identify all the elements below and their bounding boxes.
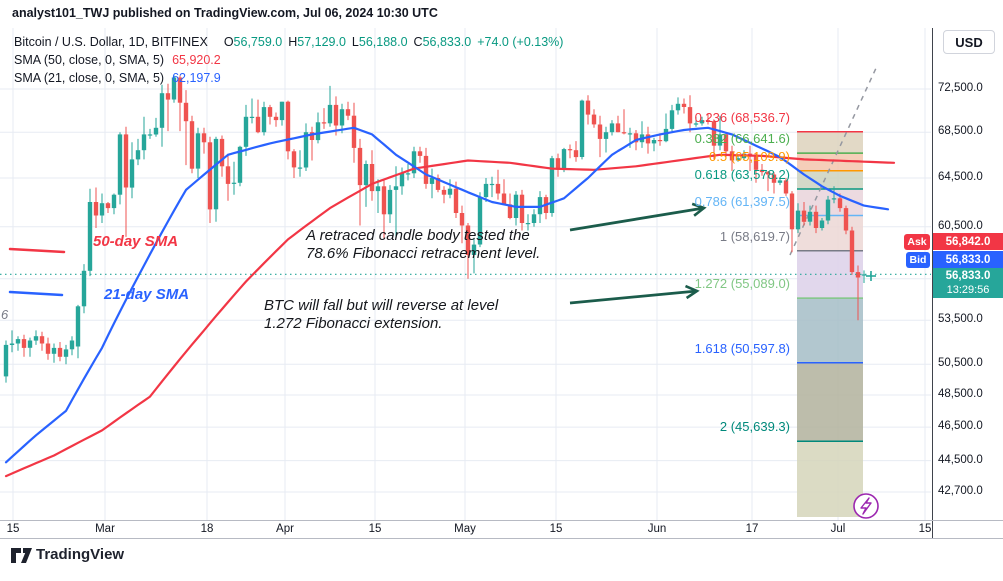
annotation-line: A retraced candle body tested the — [306, 227, 530, 244]
sma50-chart-tag[interactable]: 50-day SMA — [93, 233, 179, 250]
price-axis-label[interactable]: 53,500.0 — [938, 313, 983, 325]
currency-usd-button[interactable]: USD — [943, 30, 995, 54]
price-axis-label[interactable]: 72,500.0 — [938, 82, 983, 94]
time-axis-label[interactable]: 17 — [745, 523, 759, 535]
ask-price-box: 56,842.0 — [933, 233, 1003, 250]
fib-level-label: 1.272 (55,089.0) — [694, 276, 790, 291]
time-axis-label[interactable]: Apr — [276, 523, 294, 535]
ohlc-letter: L — [351, 35, 359, 49]
price-change: +74.0 (+0.13%) — [477, 35, 564, 49]
bid-tag: Bid — [906, 252, 930, 268]
time-axis-label[interactable]: 15 — [368, 523, 382, 535]
ohlc-value: 56,833.0 — [422, 35, 472, 49]
fib-level-label: 0.382 (66,641.6) — [694, 131, 790, 146]
annotation-btc-reverse[interactable]: BTC will fall but will reverse at level … — [264, 297, 498, 332]
price-axis-label[interactable]: 64,500.0 — [938, 171, 983, 183]
last-price-countdown-box: 56,833.0 13:29:56 — [933, 268, 1003, 298]
ohlc-value: 56,759.0 — [233, 35, 283, 49]
sma50-value: 65,920.2 — [172, 53, 221, 67]
annotation-retraced-candle[interactable]: A retraced candle body tested the 78.6% … — [306, 227, 540, 262]
annotation-line: BTC will fall but will reverse at level — [264, 297, 499, 314]
bar-countdown: 13:29:56 — [946, 284, 990, 296]
tradingview-logo-icon[interactable] — [10, 547, 34, 565]
time-axis-label[interactable]: Jun — [647, 523, 667, 535]
time-axis-label[interactable]: May — [454, 523, 476, 535]
time-axis-label[interactable]: Jul — [830, 523, 846, 535]
fib-level-label: 0.618 (63,578.2) — [694, 167, 790, 182]
ohlc-letter: H — [288, 35, 298, 49]
sma21-indicator-label: SMA (21, close, 0, SMA, 5) — [14, 71, 165, 85]
sma21-legend-row[interactable]: SMA (21, close, 0, SMA, 5) 62,197.9 — [14, 71, 221, 85]
last-price: 56,833.0 — [945, 270, 991, 282]
sma21-chart-tag[interactable]: 21-day SMA — [104, 286, 190, 303]
fib-level-label: 1.618 (50,597.8) — [694, 341, 790, 356]
published-attribution: analyst101_TWJ published on TradingView.… — [12, 6, 438, 20]
time-axis-label[interactable]: 15 — [6, 523, 20, 535]
clipped-text-fragment: 6 — [1, 307, 9, 322]
price-axis-label[interactable]: 50,500.0 — [938, 357, 983, 369]
time-axis-label[interactable]: Mar — [95, 523, 115, 535]
bid-price-box: 56,833.0 — [933, 251, 1003, 268]
annotation-line: 78.6% Fibonacci retracement level. — [306, 244, 541, 262]
ohlc-letter: O — [223, 35, 234, 49]
ohlc-letter: C — [413, 35, 423, 49]
fib-level-label: 0.5 (65,109.9) — [709, 149, 790, 164]
price-axis-label[interactable]: 60,500.0 — [938, 220, 983, 232]
fib-level-label: 0.236 (68,536.7) — [694, 110, 790, 125]
price-axis-label[interactable]: 44,500.0 — [938, 454, 983, 466]
ohlc-values: O56,759.0 H57,129.0 L56,188.0 C56,833.0 — [218, 35, 471, 49]
time-axis-label[interactable]: 18 — [200, 523, 214, 535]
price-axis-label[interactable]: 46,500.0 — [938, 420, 983, 432]
time-axis-label[interactable]: 15 — [549, 523, 563, 535]
price-axis-label[interactable]: 68,500.0 — [938, 125, 983, 137]
price-axis-label[interactable]: 42,700.0 — [938, 485, 983, 497]
time-axis-label[interactable]: 15 — [918, 523, 932, 535]
sma50-legend-row[interactable]: SMA (50, close, 0, SMA, 5) 65,920.2 — [14, 53, 221, 67]
ask-tag: Ask — [904, 234, 930, 250]
symbol-legend-row[interactable]: Bitcoin / U.S. Dollar, 1D, BITFINEX O56,7… — [14, 35, 563, 49]
price-axis-label[interactable]: 48,500.0 — [938, 388, 983, 400]
ohlc-value: 57,129.0 — [297, 35, 346, 49]
fib-level-label: 2 (45,639.3) — [719, 419, 790, 434]
tradingview-watermark[interactable]: TradingView — [36, 546, 125, 563]
fib-level-label: 1 (58,619.7) — [719, 229, 790, 244]
sma21-value: 62,197.9 — [172, 71, 221, 85]
symbol-title: Bitcoin / U.S. Dollar, 1D, BITFINEX — [14, 35, 208, 49]
fib-level-label: 0.786 (61,397.5) — [694, 194, 790, 209]
annotation-line: 1.272 Fibonacci extension. — [264, 314, 443, 332]
sma50-indicator-label: SMA (50, close, 0, SMA, 5) — [14, 53, 165, 67]
ohlc-value: 56,188.0 — [358, 35, 408, 49]
